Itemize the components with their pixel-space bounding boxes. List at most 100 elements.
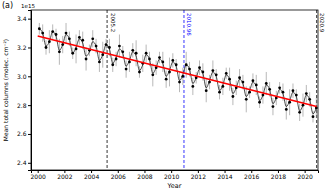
error-bar — [179, 72, 180, 92]
error-bar — [99, 52, 100, 72]
x-tick: 2006 — [111, 170, 126, 180]
offset-label: 1e15 — [21, 3, 35, 9]
y-tick-label: 2.4 — [17, 159, 27, 166]
y-tick-mark — [28, 19, 31, 20]
error-bar — [286, 99, 287, 119]
data-point — [238, 76, 241, 79]
trend-line — [38, 36, 317, 107]
error-bar — [199, 60, 200, 74]
x-tick: 2014 — [217, 170, 232, 180]
error-bar — [279, 82, 280, 94]
error-bar — [172, 53, 173, 67]
data-point — [151, 73, 154, 76]
x-tick-label: 2014 — [217, 173, 232, 180]
error-bar — [82, 32, 83, 49]
annotation-label: 2005.2 — [110, 13, 116, 32]
data-point — [232, 95, 235, 98]
data-point — [245, 98, 248, 101]
annotation-line — [183, 10, 184, 170]
x-tick: 2002 — [57, 170, 72, 180]
chart: 2000200220042006200820102012201420162018… — [0, 0, 328, 189]
data-point — [138, 71, 141, 74]
data-point — [252, 79, 255, 82]
x-tick: 2000 — [31, 170, 46, 180]
data-point — [165, 78, 168, 81]
data-layer — [38, 10, 318, 170]
x-axis: 2000200220042006200820102012201420162018… — [31, 170, 319, 180]
y-tick-mark — [28, 76, 31, 77]
x-tick-label: 2016 — [244, 173, 259, 180]
annotation-label: 2010.96 — [186, 13, 192, 36]
error-bar — [66, 23, 67, 43]
data-point — [171, 59, 174, 62]
error-bar — [232, 88, 233, 105]
data-point — [131, 49, 134, 52]
error-bar — [219, 85, 220, 99]
y-tick: 2.8 — [17, 102, 31, 109]
y-tick: 3.2 — [17, 44, 31, 51]
error-bar — [192, 78, 193, 95]
y-axis-title: Mean total columns (molec. cm⁻²) — [2, 39, 9, 141]
error-bar — [166, 71, 167, 88]
error-bar — [299, 104, 300, 121]
y-tick: 2.4 — [17, 159, 31, 166]
y-tick-label: 3.2 — [17, 44, 27, 51]
data-point — [145, 52, 148, 55]
data-point — [211, 69, 214, 72]
data-point — [45, 46, 48, 49]
error-bar — [132, 43, 133, 57]
error-bar — [159, 52, 160, 64]
error-bar — [126, 60, 127, 77]
data-point — [118, 45, 121, 48]
data-point — [58, 50, 61, 53]
plot-frame — [31, 10, 318, 170]
error-bar — [86, 47, 87, 70]
x-tick: 2018 — [271, 170, 286, 180]
data-point — [258, 101, 261, 104]
error-bar — [266, 72, 267, 95]
plot: 2000200220042006200820102012201420162018… — [17, 10, 325, 180]
data-point — [125, 68, 128, 71]
error-bar — [59, 39, 60, 65]
data-point — [85, 58, 88, 61]
y-tick-label: 2.6 — [17, 130, 27, 137]
error-bar — [212, 60, 213, 80]
error-bar — [272, 98, 273, 115]
data-point — [292, 89, 295, 92]
x-tick-label: 2006 — [111, 173, 126, 180]
x-tick-label: 2000 — [31, 173, 46, 180]
x-tick: 2010 — [164, 170, 179, 180]
error-bar — [206, 79, 207, 102]
data-point — [272, 105, 275, 108]
data-point — [312, 115, 315, 118]
data-point — [305, 92, 308, 95]
error-bar — [79, 30, 80, 44]
annotation-line — [107, 10, 108, 170]
x-tick: 2016 — [244, 170, 259, 180]
data-point — [91, 37, 94, 40]
x-tick-label: 2012 — [191, 173, 206, 180]
error-bar — [119, 35, 120, 58]
y-tick-mark — [28, 163, 31, 164]
x-tick-label: 2002 — [57, 173, 72, 180]
y-tick: 3.0 — [17, 73, 31, 80]
x-axis-title: Year — [167, 182, 182, 189]
y-tick-label: 3.0 — [17, 73, 27, 80]
y-axis: 2.42.62.83.03.23.4 — [17, 11, 32, 171]
error-bar — [152, 63, 153, 86]
error-bar — [246, 86, 247, 112]
error-bar — [252, 73, 253, 87]
data-point — [198, 66, 201, 69]
data-point — [65, 32, 68, 35]
data-point — [178, 81, 181, 84]
data-point — [218, 91, 221, 94]
data-point — [278, 86, 281, 89]
x-tick-label: 2004 — [84, 173, 99, 180]
error-bar — [226, 68, 227, 80]
x-tick: 2020 — [298, 170, 313, 180]
data-point — [158, 56, 161, 59]
error-bar — [112, 58, 113, 72]
y-tick: 2.6 — [17, 130, 31, 137]
x-tick-label: 2020 — [298, 173, 313, 180]
data-point — [111, 63, 114, 66]
